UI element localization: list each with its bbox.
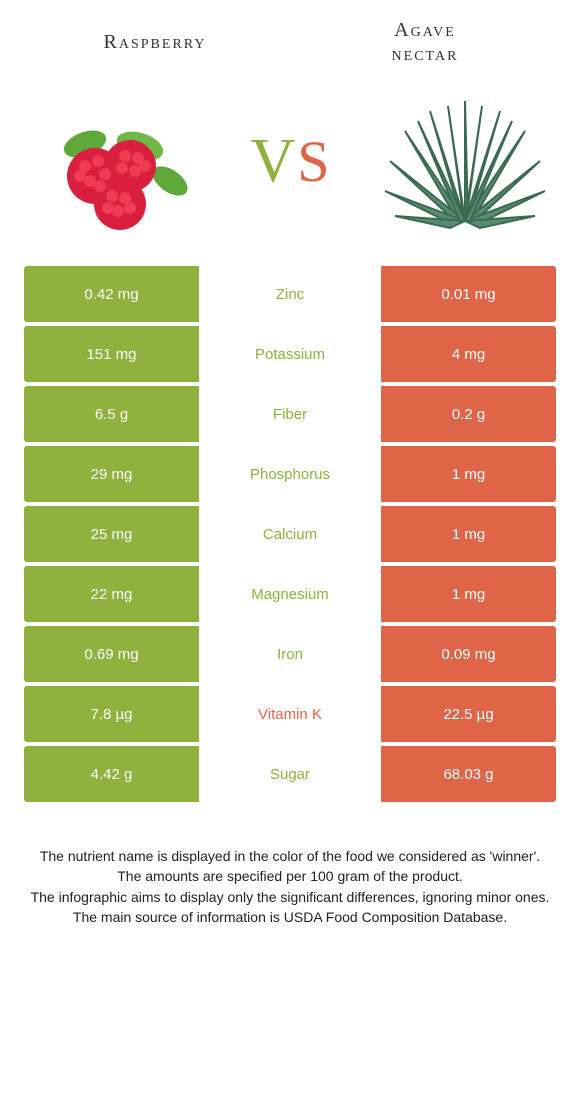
value-left: 25 mg bbox=[24, 506, 199, 562]
table-row: 6.5 gFiber0.2 g bbox=[24, 386, 556, 442]
hero-row: VS bbox=[0, 76, 580, 266]
nutrient-label: Fiber bbox=[199, 386, 381, 442]
footer-line-3: The infographic aims to display only the… bbox=[24, 887, 556, 907]
nutrient-label: Zinc bbox=[199, 266, 381, 322]
title-right-line1: Agave bbox=[394, 19, 456, 41]
nutrient-label: Phosphorus bbox=[199, 446, 381, 502]
footer-line-4: The main source of information is USDA F… bbox=[24, 907, 556, 927]
value-right: 1 mg bbox=[381, 506, 556, 562]
raspberry-image bbox=[30, 86, 200, 236]
value-right: 1 mg bbox=[381, 566, 556, 622]
table-row: 7.8 µgVitamin K22.5 µg bbox=[24, 686, 556, 742]
vs-s: S bbox=[297, 128, 329, 195]
nutrient-label: Potassium bbox=[199, 326, 381, 382]
footer-notes: The nutrient name is displayed in the co… bbox=[0, 806, 580, 927]
value-left: 151 mg bbox=[24, 326, 199, 382]
vs-v: V bbox=[250, 126, 295, 197]
nutrient-label: Vitamin K bbox=[199, 686, 381, 742]
nutrient-label: Sugar bbox=[199, 746, 381, 802]
title-left: Raspberry bbox=[50, 31, 260, 54]
table-row: 0.69 mgIron0.09 mg bbox=[24, 626, 556, 682]
nutrient-label: Iron bbox=[199, 626, 381, 682]
value-left: 0.42 mg bbox=[24, 266, 199, 322]
title-right: Agave nectar bbox=[320, 18, 530, 66]
value-left: 29 mg bbox=[24, 446, 199, 502]
value-right: 68.03 g bbox=[381, 746, 556, 802]
value-left: 7.8 µg bbox=[24, 686, 199, 742]
header: Raspberry Agave nectar bbox=[0, 0, 580, 76]
value-right: 0.01 mg bbox=[381, 266, 556, 322]
value-right: 1 mg bbox=[381, 446, 556, 502]
value-right: 4 mg bbox=[381, 326, 556, 382]
value-right: 0.2 g bbox=[381, 386, 556, 442]
value-left: 22 mg bbox=[24, 566, 199, 622]
table-row: 151 mgPotassium4 mg bbox=[24, 326, 556, 382]
title-right-line2: nectar bbox=[392, 43, 459, 65]
vs-label: VS bbox=[250, 126, 329, 197]
value-right: 0.09 mg bbox=[381, 626, 556, 682]
value-right: 22.5 µg bbox=[381, 686, 556, 742]
value-left: 0.69 mg bbox=[24, 626, 199, 682]
agave-image bbox=[380, 86, 550, 236]
comparison-table: 0.42 mgZinc0.01 mg151 mgPotassium4 mg6.5… bbox=[0, 266, 580, 802]
table-row: 0.42 mgZinc0.01 mg bbox=[24, 266, 556, 322]
footer-line-1: The nutrient name is displayed in the co… bbox=[24, 846, 556, 866]
value-left: 4.42 g bbox=[24, 746, 199, 802]
nutrient-label: Calcium bbox=[199, 506, 381, 562]
nutrient-label: Magnesium bbox=[199, 566, 381, 622]
table-row: 22 mgMagnesium1 mg bbox=[24, 566, 556, 622]
table-row: 4.42 gSugar68.03 g bbox=[24, 746, 556, 802]
footer-line-2: The amounts are specified per 100 gram o… bbox=[24, 866, 556, 886]
table-row: 25 mgCalcium1 mg bbox=[24, 506, 556, 562]
table-row: 29 mgPhosphorus1 mg bbox=[24, 446, 556, 502]
value-left: 6.5 g bbox=[24, 386, 199, 442]
